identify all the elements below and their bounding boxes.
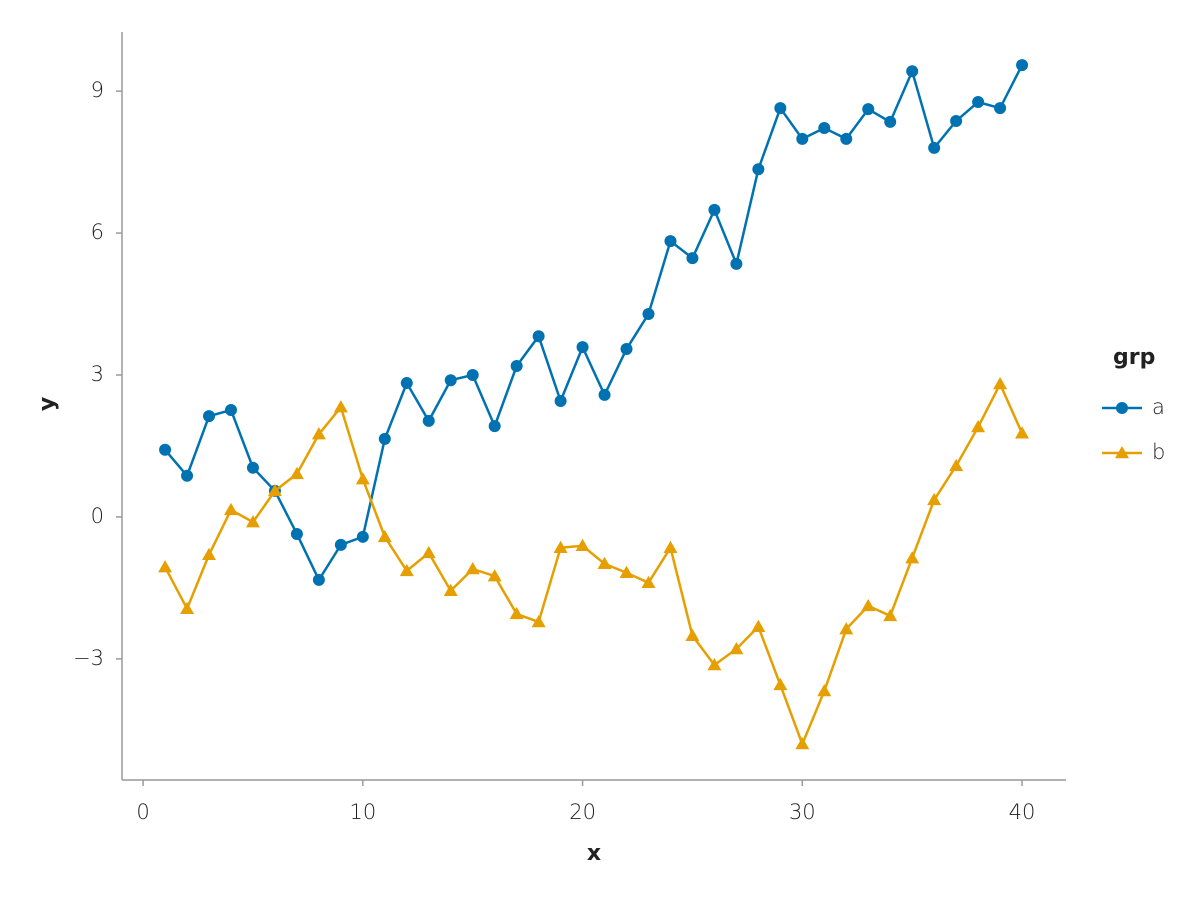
y-tick-label: 3 — [91, 362, 104, 386]
y-tick-label: 0 — [91, 504, 104, 528]
marker — [950, 114, 963, 127]
marker — [267, 483, 282, 497]
marker — [466, 369, 479, 382]
marker — [553, 540, 568, 553]
marker — [532, 330, 545, 343]
y-tick-label: 6 — [91, 220, 104, 244]
marker — [421, 545, 436, 559]
marker — [752, 163, 765, 176]
marker — [465, 561, 480, 575]
marker — [927, 492, 942, 506]
marker — [883, 608, 898, 622]
marker — [729, 641, 744, 655]
marker — [158, 560, 173, 573]
marker — [203, 410, 216, 423]
marker — [443, 583, 458, 597]
marker — [311, 427, 326, 440]
legend-label: a — [1152, 395, 1165, 419]
marker — [223, 502, 238, 516]
marker — [312, 573, 325, 586]
marker — [400, 377, 413, 390]
marker — [796, 132, 809, 145]
marker — [1016, 59, 1029, 72]
legend-label: b — [1152, 440, 1165, 464]
marker — [509, 606, 524, 620]
y-axis-title: y — [35, 397, 60, 411]
marker — [619, 565, 634, 579]
marker — [399, 563, 414, 577]
marker — [356, 530, 369, 543]
marker — [773, 677, 788, 691]
marker — [575, 538, 590, 552]
y-tick-label: −3 — [73, 646, 104, 670]
marker — [774, 102, 787, 115]
marker — [949, 458, 964, 472]
marker — [972, 96, 985, 109]
marker — [597, 556, 612, 570]
marker — [817, 684, 832, 697]
marker — [554, 395, 567, 408]
marker — [180, 601, 195, 614]
marker — [422, 414, 435, 427]
marker — [642, 307, 655, 320]
marker — [444, 374, 457, 387]
marker — [245, 515, 260, 528]
marker — [355, 472, 370, 485]
marker — [818, 122, 831, 135]
marker — [884, 115, 897, 128]
marker — [905, 551, 920, 564]
marker — [751, 619, 766, 632]
y-tick-label: 9 — [91, 78, 104, 102]
marker — [839, 622, 854, 635]
marker — [333, 400, 348, 413]
marker — [795, 737, 810, 750]
marker — [685, 628, 700, 641]
legend-marker — [1115, 446, 1129, 459]
x-tick-label: 0 — [136, 800, 149, 824]
marker — [928, 141, 941, 154]
marker — [181, 469, 194, 482]
marker — [290, 527, 303, 540]
x-tick-label: 10 — [349, 800, 376, 824]
marker — [906, 65, 919, 78]
series-line — [163, 381, 1024, 748]
marker — [598, 388, 611, 401]
marker — [488, 420, 501, 433]
marker — [377, 529, 392, 543]
marker — [487, 569, 502, 582]
x-tick-label: 30 — [789, 800, 816, 824]
marker — [840, 132, 853, 145]
x-tick-label: 20 — [569, 800, 596, 824]
marker — [994, 102, 1007, 115]
marker — [993, 377, 1008, 390]
marker — [664, 235, 677, 248]
legend-title: grp — [1113, 345, 1155, 370]
marker — [576, 341, 589, 354]
marker — [861, 598, 876, 612]
marker — [378, 432, 391, 445]
marker — [663, 540, 678, 553]
marker — [620, 342, 633, 355]
legend-marker — [1116, 402, 1128, 414]
marker — [159, 443, 172, 456]
marker — [641, 575, 656, 588]
marker — [708, 203, 721, 216]
marker — [202, 547, 217, 561]
marker — [707, 658, 722, 671]
marker — [862, 103, 875, 116]
series-line — [164, 64, 1024, 583]
marker — [224, 404, 237, 417]
x-axis-title: x — [587, 841, 601, 866]
marker — [971, 420, 986, 433]
marker — [246, 461, 259, 474]
marker — [334, 538, 347, 551]
marker — [1015, 426, 1030, 439]
x-tick-label: 40 — [1009, 800, 1036, 824]
marker — [289, 466, 304, 480]
marker — [510, 360, 523, 373]
marker — [531, 614, 546, 628]
marker — [686, 252, 699, 265]
marker — [730, 257, 743, 270]
